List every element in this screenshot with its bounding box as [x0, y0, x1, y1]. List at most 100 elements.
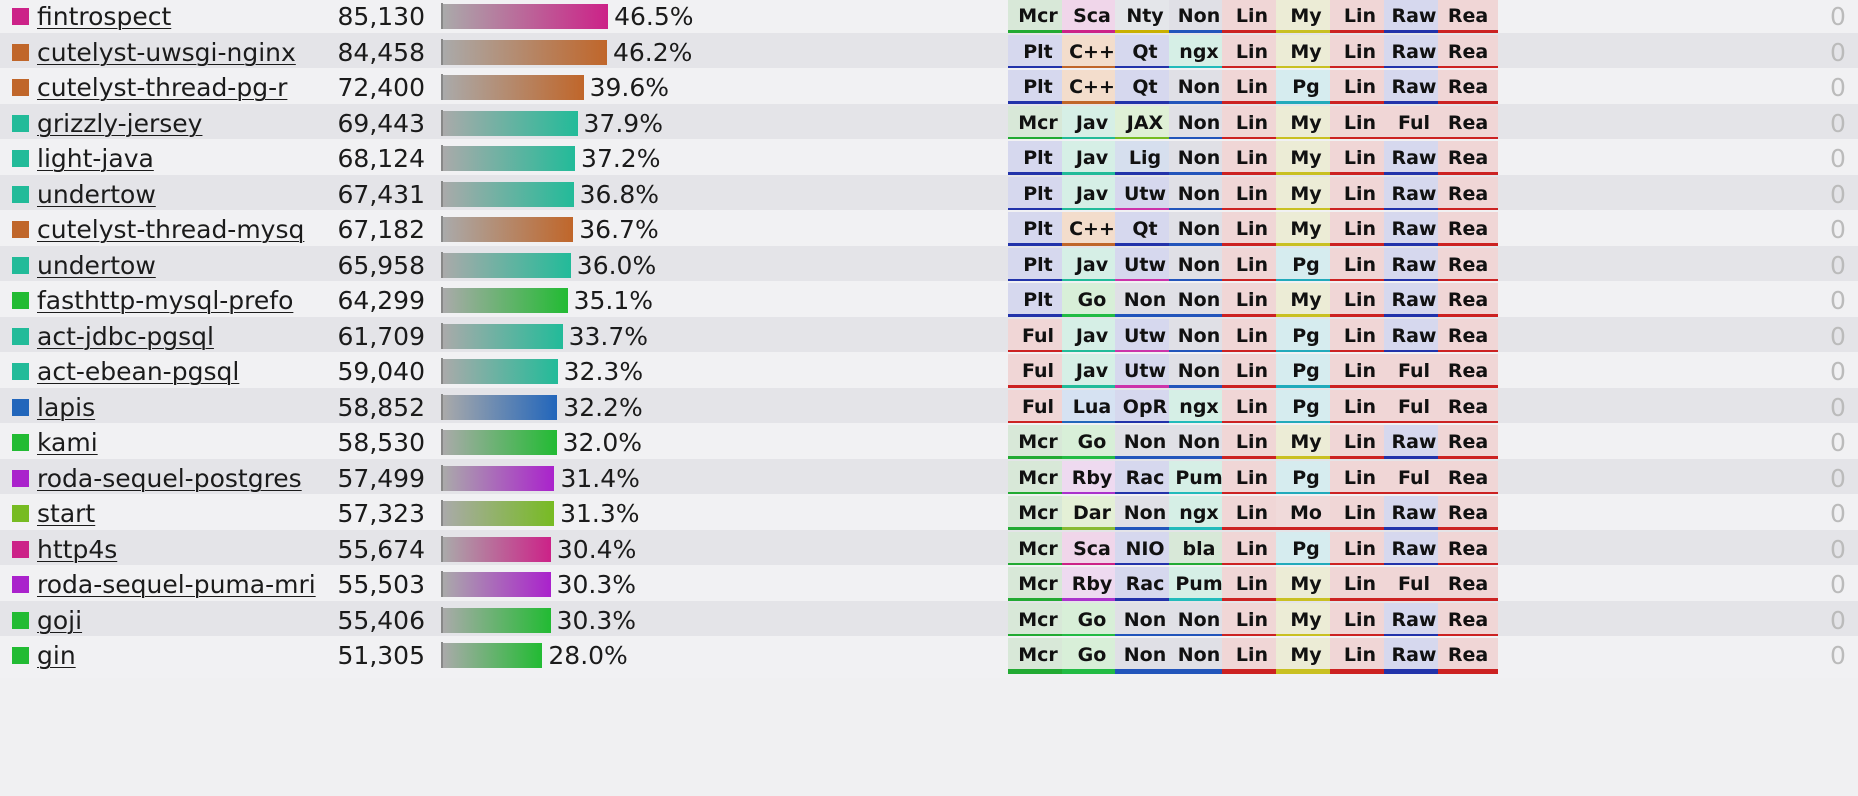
- tag-platform: Qt: [1115, 212, 1175, 248]
- errors-count: 0: [1830, 570, 1846, 599]
- table-row: fasthttp-mysql-prefo 64,299 35.1% Plt Go Non N…: [0, 281, 1858, 323]
- errors-count: 0: [1830, 251, 1846, 280]
- tag-platform: Non: [1115, 496, 1175, 532]
- performance-percent: 39.6%: [589, 73, 669, 102]
- tag-database: My: [1276, 106, 1336, 142]
- tag-database: My: [1276, 603, 1336, 639]
- requests-per-second: 72,400: [337, 73, 425, 102]
- tag-frontserver: ngx: [1169, 35, 1229, 71]
- framework-name-link[interactable]: act-jdbc-pgsql: [37, 322, 214, 351]
- framework-name-link[interactable]: cutelyst-thread-mysq: [37, 215, 305, 244]
- framework-name-link[interactable]: fintrospect: [37, 2, 172, 31]
- tag-approach: Mcr: [1008, 638, 1068, 674]
- tag-approach: Mcr: [1008, 425, 1068, 461]
- tag-implementation: Rea: [1438, 603, 1498, 639]
- performance-percent: 31.4%: [560, 464, 640, 493]
- requests-per-second: 64,299: [337, 286, 425, 315]
- requests-per-second: 55,406: [337, 606, 425, 635]
- tag-platform: Utw: [1115, 319, 1175, 355]
- tag-implementation: Rea: [1438, 461, 1498, 497]
- tag-orm: Raw: [1384, 638, 1444, 674]
- errors-count: 0: [1830, 464, 1846, 493]
- framework-name-link[interactable]: gin: [37, 641, 76, 670]
- framework-name-link[interactable]: cutelyst-uwsgi-nginx: [37, 38, 296, 67]
- tag-language: Sca: [1062, 532, 1122, 568]
- tag-os: Lin: [1222, 248, 1282, 284]
- requests-per-second: 67,431: [337, 180, 425, 209]
- tag-approach: Plt: [1008, 141, 1068, 177]
- language-color-swatch: [12, 470, 29, 487]
- tag-database: My: [1276, 567, 1336, 603]
- framework-name-link[interactable]: act-ebean-pgsql: [37, 357, 240, 386]
- tag-os: Lin: [1222, 141, 1282, 177]
- tag-os: Lin: [1222, 603, 1282, 639]
- performance-bar: [443, 572, 551, 597]
- tag-approach: Plt: [1008, 212, 1068, 248]
- performance-bar: [443, 359, 558, 384]
- bar-baseline: [441, 287, 443, 313]
- tag-implementation: Rea: [1438, 390, 1498, 426]
- tag-platform: OpR: [1115, 390, 1175, 426]
- language-color-swatch: [12, 115, 29, 132]
- framework-name-link[interactable]: http4s: [37, 535, 118, 564]
- tag-language: Jav: [1062, 106, 1122, 142]
- tag-database: My: [1276, 141, 1336, 177]
- tag-language: C++: [1062, 35, 1122, 71]
- tag-database-os: Lin: [1330, 390, 1390, 426]
- tag-os: Lin: [1222, 283, 1282, 319]
- tag-orm: Raw: [1384, 248, 1444, 284]
- tag-os: Lin: [1222, 70, 1282, 106]
- tag-platform: Non: [1115, 283, 1175, 319]
- tag-implementation: Rea: [1438, 496, 1498, 532]
- tag-database: Pg: [1276, 248, 1336, 284]
- framework-name-link[interactable]: roda-sequel-postgres: [37, 464, 302, 493]
- tag-orm: Ful: [1384, 390, 1444, 426]
- language-color-swatch: [12, 505, 29, 522]
- errors-count: 0: [1830, 322, 1846, 351]
- framework-name-link[interactable]: start: [37, 499, 96, 528]
- bar-baseline: [441, 323, 443, 349]
- tag-orm: Raw: [1384, 212, 1444, 248]
- framework-name-link[interactable]: cutelyst-thread-pg-r: [37, 73, 288, 102]
- tag-language: Sca: [1062, 0, 1122, 35]
- tag-database-os: Lin: [1330, 248, 1390, 284]
- performance-percent: 32.2%: [563, 393, 643, 422]
- framework-name-link[interactable]: goji: [37, 606, 83, 635]
- errors-count: 0: [1830, 180, 1846, 209]
- framework-name-link[interactable]: roda-sequel-puma-mri: [37, 570, 316, 599]
- tag-orm: Raw: [1384, 319, 1444, 355]
- framework-name-link[interactable]: undertow: [37, 251, 156, 280]
- framework-name-link[interactable]: kami: [37, 428, 98, 457]
- errors-count: 0: [1830, 144, 1846, 173]
- requests-per-second: 51,305: [337, 641, 425, 670]
- language-color-swatch: [12, 292, 29, 309]
- tag-os: Lin: [1222, 0, 1282, 35]
- performance-percent: 46.5%: [614, 2, 694, 31]
- framework-name-link[interactable]: light-java: [37, 144, 154, 173]
- performance-bar: [443, 253, 571, 278]
- tag-database-os: Lin: [1330, 141, 1390, 177]
- bar-baseline: [441, 642, 443, 668]
- performance-percent: 31.3%: [560, 499, 640, 528]
- performance-percent: 32.3%: [563, 357, 644, 386]
- requests-per-second: 57,499: [337, 464, 425, 493]
- performance-percent: 30.4%: [556, 535, 637, 564]
- tag-os: Lin: [1222, 319, 1282, 355]
- tag-platform: Rac: [1115, 567, 1175, 603]
- tag-database: My: [1276, 177, 1336, 213]
- bar-baseline: [441, 110, 443, 136]
- table-row: fintrospect 85,130 46.5% Mcr Sca Nty Non Lin My L…: [0, 0, 1858, 39]
- framework-name-link[interactable]: fasthttp-mysql-prefo: [37, 286, 294, 315]
- requests-per-second: 58,852: [337, 393, 425, 422]
- performance-bar: [443, 324, 563, 349]
- tag-implementation: Rea: [1438, 141, 1498, 177]
- performance-percent: 28.0%: [548, 641, 628, 670]
- tag-language: C++: [1062, 70, 1122, 106]
- framework-name-link[interactable]: undertow: [37, 180, 156, 209]
- tag-database-os: Lin: [1330, 70, 1390, 106]
- framework-name-link[interactable]: grizzly-jersey: [37, 109, 203, 138]
- framework-name-link[interactable]: lapis: [37, 393, 96, 422]
- tag-approach: Mcr: [1008, 603, 1068, 639]
- tag-os: Lin: [1222, 638, 1282, 674]
- tag-database: My: [1276, 35, 1336, 71]
